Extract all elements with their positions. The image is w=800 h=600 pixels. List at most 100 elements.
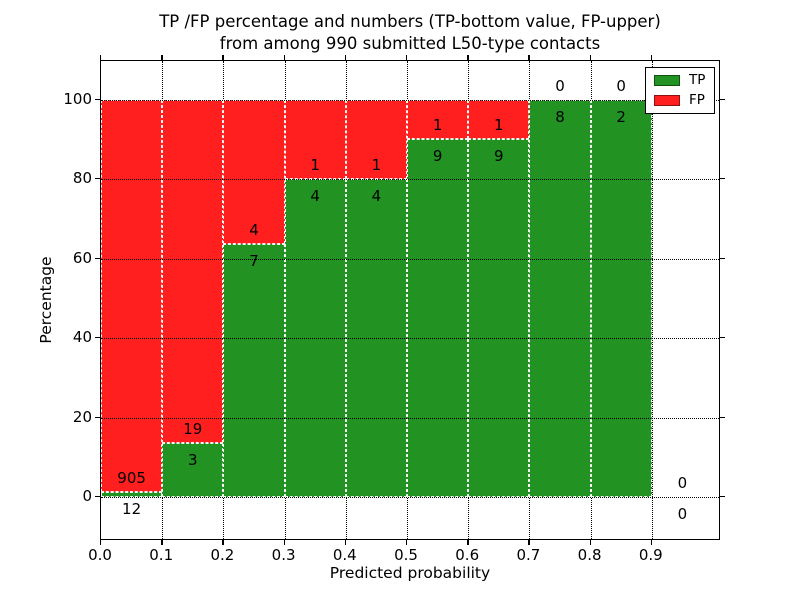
gridline-horizontal — [101, 497, 719, 498]
x-tick-mark-bottom — [222, 540, 224, 545]
x-tick-label: 0.5 — [394, 546, 418, 564]
x-tick-mark-bottom — [467, 540, 469, 545]
x-tick-label: 0.3 — [271, 546, 296, 564]
tp-count-label: 12 — [122, 499, 142, 518]
tp-count-label: 2 — [616, 107, 626, 126]
x-tick-label: 0.9 — [638, 546, 663, 564]
x-tick-mark-top — [161, 55, 163, 60]
x-tick-mark-top — [589, 55, 591, 60]
bar-segment-tp — [223, 244, 285, 497]
fp-count-label: 0 — [677, 474, 688, 493]
y-tick-mark-right — [720, 178, 725, 180]
y-tick-label: 40 — [72, 328, 92, 346]
x-tick-mark-bottom — [528, 540, 530, 545]
y-tick-label: 80 — [72, 169, 92, 187]
bar-segment-tp — [407, 139, 469, 497]
legend-label-tp: TP — [689, 72, 706, 88]
y-tick-label: 60 — [72, 248, 92, 267]
chart-title-line1: TP /FP percentage and numbers (TP-bottom… — [159, 12, 661, 31]
gridline-horizontal — [101, 99, 719, 101]
y-tick-mark-left — [95, 416, 100, 418]
y-tick-mark-right — [720, 98, 725, 100]
gridline-horizontal — [101, 417, 719, 419]
bar-segment-fp — [223, 99, 285, 245]
bar-segment-tp — [101, 491, 163, 497]
y-tick-mark-right — [720, 257, 725, 259]
x-tick-mark-bottom — [650, 540, 653, 545]
x-tick-mark-top — [344, 55, 347, 60]
x-tick-label: 0.4 — [332, 546, 357, 564]
fp-count-label: 0 — [555, 76, 565, 95]
x-tick-mark-bottom — [100, 540, 102, 545]
bar-segment-fp — [345, 99, 407, 179]
x-tick-mark-bottom — [283, 540, 285, 545]
x-tick-mark-top — [650, 55, 653, 60]
bar-segment-tp — [529, 99, 591, 497]
x-tick-mark-bottom — [344, 540, 347, 545]
y-tick-mark-right — [720, 337, 725, 339]
legend-entry-tp: TP — [654, 72, 706, 88]
plot-area: 905 12 19 3 4 7 1 4 1 4 1 9 1 9 0 8 0 2 0 0 — [100, 60, 720, 540]
y-tick-mark-right — [720, 416, 725, 418]
fp-count-label: 1 — [494, 116, 504, 135]
legend: TP FP — [645, 67, 716, 114]
fp-count-label: 1 — [371, 156, 382, 175]
y-tick-label: 0 — [82, 487, 92, 505]
x-tick-mark-top — [467, 55, 469, 60]
y-tick-label: 100 — [63, 89, 92, 108]
fp-count-label: 4 — [249, 221, 259, 240]
x-tick-label: 0.7 — [516, 546, 541, 564]
y-tick-mark-left — [95, 496, 100, 498]
tp-count-label: 3 — [188, 450, 198, 469]
x-tick-mark-top — [222, 55, 224, 60]
x-tick-mark-top — [528, 55, 530, 60]
x-tick-label: 0.2 — [210, 546, 235, 564]
x-tick-mark-bottom — [406, 540, 408, 545]
bar-segment-fp — [101, 99, 163, 492]
legend-entry-fp: FP — [654, 92, 705, 108]
chart-title: TP /FP percentage and numbers (TP-bottom… — [100, 11, 720, 55]
bar-segment-tp — [162, 442, 224, 497]
y-tick-label: 20 — [72, 407, 92, 426]
legend-label-fp: FP — [689, 92, 705, 108]
tp-count-label: 0 — [677, 505, 688, 524]
y-tick-mark-left — [95, 98, 100, 100]
y-tick-mark-right — [720, 496, 725, 498]
tp-count-label: 8 — [555, 107, 565, 126]
y-tick-mark-left — [95, 178, 100, 180]
fp-count-label: 19 — [183, 419, 203, 438]
x-tick-label: 0.1 — [149, 546, 174, 564]
x-tick-label: 0.6 — [455, 546, 480, 564]
y-tick-mark-left — [95, 257, 100, 259]
fp-count-label: 0 — [616, 76, 626, 95]
bar-segment-fp — [162, 99, 224, 443]
x-tick-mark-top — [100, 55, 102, 60]
fp-count-label: 1 — [432, 116, 443, 135]
chart-title-line2: from among 990 submitted L50-type contac… — [219, 34, 601, 53]
tp-color-swatch — [654, 75, 680, 86]
fp-color-swatch — [654, 95, 680, 106]
x-tick-mark-bottom — [161, 540, 163, 545]
fp-count-label: 1 — [310, 156, 320, 175]
gridline-horizontal — [101, 338, 719, 339]
x-tick-label: 0.0 — [88, 546, 112, 564]
x-axis-label: Predicted probability — [329, 564, 491, 582]
bar-segment-tp — [590, 99, 652, 497]
tp-count-label: 9 — [494, 147, 504, 166]
x-tick-mark-top — [406, 55, 408, 60]
gridline-vertical — [651, 61, 653, 539]
y-tick-mark-left — [95, 337, 100, 339]
plot-inner: 905 12 19 3 4 7 1 4 1 4 1 9 1 9 0 8 0 2 0 0 — [101, 61, 719, 539]
bar-segment-fp — [284, 99, 346, 179]
tp-count-label: 4 — [371, 187, 382, 206]
x-tick-mark-top — [283, 55, 285, 60]
bar-segment-tp — [468, 139, 530, 497]
gridline-horizontal — [101, 258, 719, 260]
tp-count-label: 4 — [310, 187, 320, 206]
gridline-horizontal — [101, 179, 719, 180]
x-tick-mark-bottom — [589, 540, 591, 545]
tp-count-label: 7 — [249, 252, 259, 271]
fp-count-label: 905 — [117, 468, 146, 487]
tp-count-label: 9 — [432, 147, 443, 166]
